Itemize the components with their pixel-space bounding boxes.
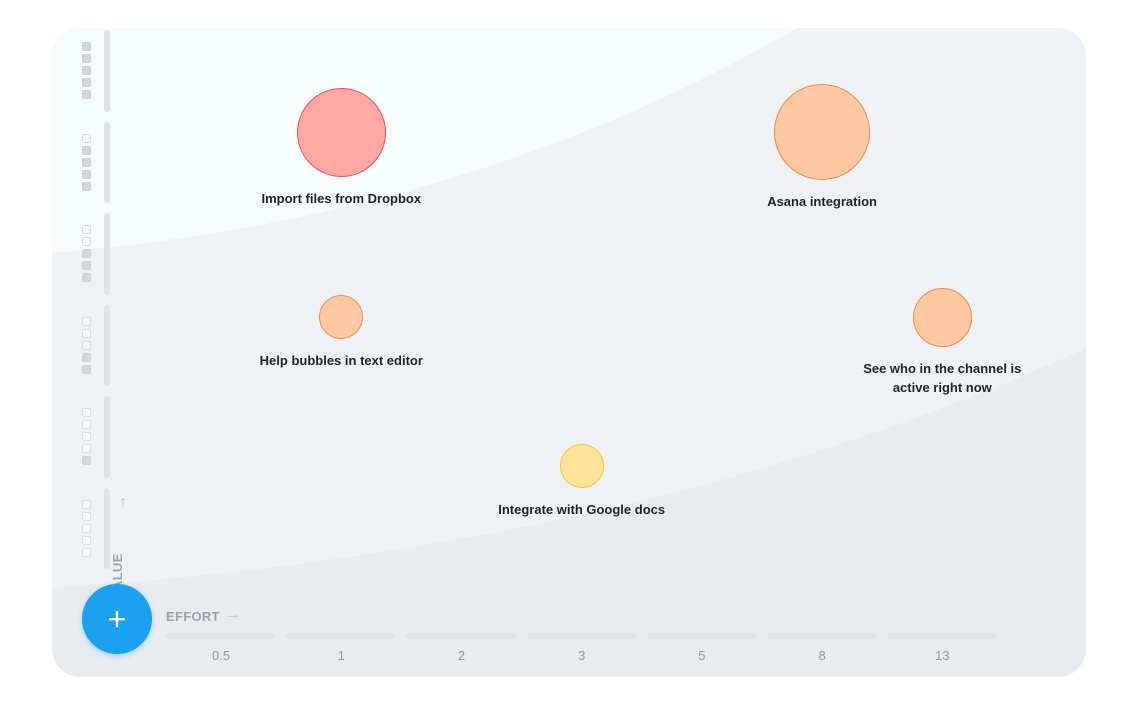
- feature-bubble[interactable]: [773, 83, 871, 181]
- value-pip-empty: [82, 408, 91, 417]
- effort-rail-segment: [286, 633, 397, 639]
- value-pip-filled: [82, 66, 91, 75]
- value-pip-empty: [82, 511, 91, 521]
- value-pip-filled: [82, 54, 91, 63]
- value-rail-segment: [104, 213, 110, 295]
- value-pip-empty: [82, 523, 91, 533]
- value-pip-filled: [82, 456, 91, 465]
- feature-bubble[interactable]: [296, 87, 386, 177]
- value-rail-segment: [104, 121, 110, 203]
- value-arrow-icon: ↑: [119, 494, 127, 511]
- feature-label[interactable]: Help bubbles in text editor: [259, 353, 423, 369]
- value-level-stack: [82, 133, 92, 194]
- feature-bubble[interactable]: [912, 287, 972, 347]
- chart-background: [52, 28, 1086, 677]
- effort-tick-label: 5: [698, 648, 706, 663]
- value-pip-filled: [82, 42, 91, 51]
- effort-tick-label: 2: [457, 648, 466, 663]
- value-pip-empty: [82, 237, 91, 246]
- effort-rail-segment: [406, 633, 517, 639]
- value-pip-filled: [82, 145, 91, 155]
- value-pip-empty: [82, 316, 91, 326]
- value-level-stack: [82, 316, 92, 377]
- effort-tick-label: 13: [935, 648, 950, 663]
- effort-axis-title: EFFORT: [166, 609, 220, 624]
- effort-rail-segment: [646, 633, 757, 639]
- effort-rail-segment: [526, 633, 637, 639]
- effort-tick-label: 8: [818, 648, 826, 663]
- effort-rail-segment: [887, 633, 998, 639]
- value-level-stack: [82, 42, 92, 102]
- value-rail-segment: [104, 487, 110, 569]
- value-pip-empty: [82, 328, 91, 338]
- value-pip-filled: [82, 261, 91, 270]
- effort-tick-label: 1: [337, 648, 345, 663]
- value-level-stack: [82, 499, 92, 560]
- feature-label[interactable]: Integrate with Google docs: [498, 501, 666, 517]
- value-level-stack: [82, 408, 92, 468]
- value-pip-empty: [82, 547, 91, 557]
- value-pip-filled: [82, 273, 91, 282]
- value-pip-empty: [82, 432, 91, 441]
- value-pip-empty: [82, 444, 91, 453]
- feature-bubble[interactable]: [319, 295, 364, 340]
- value-rail-segment: [104, 304, 110, 386]
- value-level-stack: [82, 225, 92, 285]
- prioritization-chart: VALUE ↑ EFFORT → 0.5 1 2 3 5 8 13 Import files…: [52, 28, 1086, 677]
- value-pip-empty: [82, 340, 91, 350]
- feature-label[interactable]: See who in the channel is active right n…: [863, 360, 1022, 395]
- effort-tick-label: 3: [578, 648, 586, 663]
- value-pip-filled: [82, 249, 91, 258]
- value-pip-empty: [82, 225, 91, 234]
- effort-rail-segment: [767, 633, 878, 639]
- effort-arrow-icon: →: [225, 606, 241, 623]
- value-pip-empty: [82, 420, 91, 429]
- value-rail-segment: [104, 396, 110, 478]
- feature-bubble[interactable]: [559, 443, 604, 488]
- value-pip-empty: [82, 499, 91, 509]
- value-pip-filled: [82, 169, 91, 179]
- value-pip-empty: [82, 133, 91, 143]
- effort-tick-label: 0.5: [212, 648, 231, 663]
- value-pip-filled: [82, 78, 91, 87]
- add-feature-button[interactable]: +: [82, 584, 152, 654]
- feature-label[interactable]: Import files from Dropbox: [261, 190, 422, 206]
- value-rail-segment: [104, 30, 110, 112]
- value-pip-empty: [82, 535, 91, 545]
- value-pip-filled: [82, 364, 91, 374]
- value-pip-filled: [82, 157, 91, 167]
- value-pip-filled: [82, 352, 91, 362]
- effort-rail-segment: [166, 633, 277, 639]
- value-pip-filled: [82, 90, 91, 99]
- value-pip-filled: [82, 181, 91, 191]
- feature-label[interactable]: Asana integration: [767, 194, 877, 210]
